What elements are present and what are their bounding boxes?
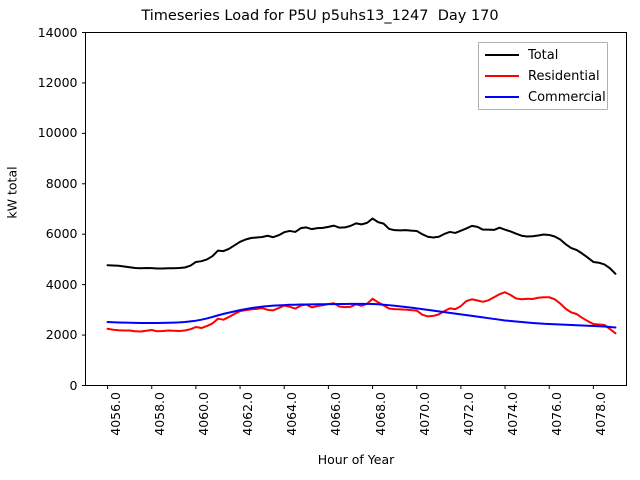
- y-tick-marks: [82, 32, 86, 386]
- y-tick-label: 14000: [37, 24, 78, 40]
- x-tick-label: 4072.0: [460, 391, 476, 436]
- x-tick-label: 4058.0: [151, 391, 167, 436]
- x-tick-label: 4074.0: [505, 391, 521, 436]
- y-tick-label: 4000: [45, 276, 78, 292]
- legend-label-total: Total: [528, 47, 559, 63]
- series-line-commercial: [106, 302, 617, 329]
- x-tick-label: 4060.0: [195, 391, 211, 436]
- x-tick-label: 4078.0: [593, 391, 609, 436]
- y-tick-label: 10000: [37, 125, 78, 141]
- legend-swatch-residential: [485, 75, 519, 77]
- x-tick-label: 4070.0: [416, 391, 432, 436]
- legend-item-residential[interactable]: Residential: [485, 66, 600, 86]
- legend-swatch-total: [485, 54, 519, 56]
- series-line-total: [106, 217, 617, 275]
- legend-label-commercial: Commercial: [528, 89, 606, 105]
- x-tick-label: 4064.0: [284, 391, 300, 436]
- y-tick-label: 12000: [37, 74, 78, 90]
- legend-label-residential: Residential: [528, 68, 600, 84]
- legend: Total Residential Commercial: [478, 42, 608, 110]
- x-axis-label: Hour of Year: [317, 452, 395, 467]
- legend-item-total[interactable]: Total: [485, 45, 558, 65]
- x-tick-label: 4066.0: [328, 391, 344, 436]
- y-tick-label: 6000: [45, 226, 78, 242]
- y-tick-label: 0: [69, 377, 78, 393]
- y-tick-label: 2000: [45, 327, 78, 343]
- data-series-group: [106, 217, 617, 335]
- legend-swatch-commercial: [485, 96, 519, 98]
- chart-title: Timeseries Load for P5U p5uhs13_1247 Day…: [141, 8, 499, 24]
- x-tick-label: 4076.0: [549, 391, 565, 436]
- y-tick-label: 8000: [45, 175, 78, 191]
- y-axis-label: kW total: [4, 166, 20, 219]
- x-tick-label: 4056.0: [107, 391, 123, 436]
- series-line-residential: [106, 291, 617, 335]
- x-tick-label: 4068.0: [372, 391, 388, 436]
- x-tick-label: 4062.0: [240, 391, 256, 436]
- legend-item-commercial[interactable]: Commercial: [485, 87, 606, 107]
- x-tick-marks: [107, 385, 594, 389]
